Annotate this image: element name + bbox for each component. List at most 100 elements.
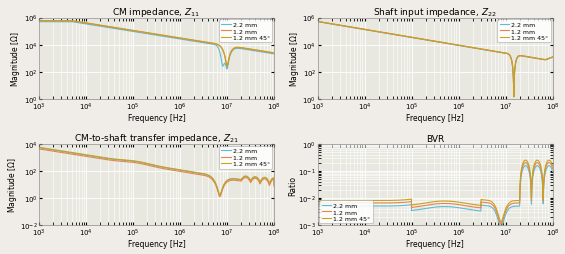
2.2 mm [404, 204, 411, 207]
1.2 mm [355, 202, 362, 205]
2.2 mm [76, 153, 83, 156]
Y-axis label: Ratio: Ratio [288, 175, 297, 195]
1.2 mm [224, 66, 231, 69]
1.2 mm [545, 58, 551, 61]
1.2 mm 45° [519, 163, 526, 166]
2.2 mm [224, 68, 231, 71]
2.2 mm [415, 208, 421, 211]
1.2 mm [519, 55, 526, 58]
1.2 mm 45° [271, 52, 277, 55]
2.2 mm [126, 160, 133, 163]
2.2 mm [63, 21, 69, 24]
1.2 mm [519, 165, 526, 168]
1.2 mm [415, 38, 421, 41]
X-axis label: Frequency [Hz]: Frequency [Hz] [128, 114, 185, 123]
Legend: 2.2 mm, 1.2 mm, 1.2 mm 45°: 2.2 mm, 1.2 mm, 1.2 mm 45° [497, 20, 551, 43]
1.2 mm [136, 162, 143, 165]
1.2 mm 45° [545, 160, 551, 163]
1.2 mm 45° [415, 38, 421, 41]
1.2 mm 45° [341, 25, 347, 28]
Y-axis label: Magnitude [$\Omega$]: Magnitude [$\Omega$] [10, 31, 23, 87]
2.2 mm [498, 226, 505, 229]
2.2 mm [341, 205, 347, 208]
Line: 1.2 mm: 1.2 mm [318, 22, 553, 97]
Line: 1.2 mm 45°: 1.2 mm 45° [39, 22, 274, 67]
Line: 2.2 mm: 2.2 mm [318, 23, 553, 98]
1.2 mm [241, 177, 247, 180]
1.2 mm 45° [76, 153, 83, 156]
Line: 1.2 mm 45°: 1.2 mm 45° [318, 161, 553, 222]
1.2 mm [63, 20, 69, 23]
X-axis label: Frequency [Hz]: Frequency [Hz] [128, 240, 185, 248]
1.2 mm 45° [404, 36, 411, 39]
Title: BVR: BVR [426, 134, 444, 143]
1.2 mm 45° [63, 20, 69, 23]
2.2 mm [241, 49, 247, 52]
2.2 mm [545, 58, 551, 61]
1.2 mm 45° [314, 21, 321, 24]
1.2 mm [136, 31, 143, 34]
1.2 mm [545, 162, 551, 165]
1.2 mm [341, 202, 347, 205]
1.2 mm [68, 20, 75, 23]
2.2 mm [271, 53, 277, 56]
1.2 mm 45° [68, 20, 75, 23]
1.2 mm [216, 195, 223, 198]
2.2 mm [415, 38, 421, 41]
1.2 mm 45° [522, 159, 529, 162]
2.2 mm [341, 26, 347, 29]
1.2 mm [126, 29, 133, 32]
1.2 mm 45° [266, 182, 273, 185]
1.2 mm [415, 205, 421, 208]
2.2 mm [355, 205, 362, 208]
1.2 mm [36, 148, 42, 151]
1.2 mm [241, 47, 247, 51]
1.2 mm 45° [136, 161, 143, 164]
2.2 mm [76, 22, 83, 25]
2.2 mm [314, 205, 321, 208]
1.2 mm 45° [404, 198, 411, 201]
1.2 mm [522, 162, 529, 165]
1.2 mm 45° [519, 55, 526, 58]
2.2 mm [216, 194, 223, 197]
1.2 mm 45° [271, 183, 277, 186]
2.2 mm [314, 21, 321, 24]
2.2 mm [136, 32, 143, 35]
1.2 mm [549, 167, 556, 170]
2.2 mm [510, 96, 517, 99]
1.2 mm [498, 223, 505, 226]
Title: CM impedance, $Z_{11}$: CM impedance, $Z_{11}$ [112, 6, 201, 19]
Legend: 2.2 mm, 1.2 mm, 1.2 mm 45°: 2.2 mm, 1.2 mm, 1.2 mm 45° [319, 201, 373, 224]
1.2 mm 45° [216, 194, 223, 197]
1.2 mm [63, 152, 69, 155]
2.2 mm [355, 28, 362, 31]
Legend: 2.2 mm, 1.2 mm, 1.2 mm 45°: 2.2 mm, 1.2 mm, 1.2 mm 45° [219, 20, 272, 43]
2.2 mm [36, 21, 42, 24]
Line: 1.2 mm: 1.2 mm [39, 149, 274, 197]
1.2 mm [36, 20, 42, 23]
2.2 mm [126, 30, 133, 33]
1.2 mm [126, 161, 133, 164]
2.2 mm [549, 170, 556, 173]
1.2 mm [266, 52, 273, 55]
2.2 mm [266, 52, 273, 55]
1.2 mm 45° [126, 159, 133, 162]
1.2 mm [271, 52, 277, 55]
X-axis label: Frequency [Hz]: Frequency [Hz] [406, 114, 464, 123]
2.2 mm [519, 55, 526, 58]
Line: 2.2 mm: 2.2 mm [39, 23, 274, 70]
Legend: 2.2 mm, 1.2 mm, 1.2 mm 45°: 2.2 mm, 1.2 mm, 1.2 mm 45° [219, 146, 272, 169]
1.2 mm 45° [549, 165, 556, 168]
1.2 mm 45° [241, 175, 247, 178]
Title: CM-to-shaft transfer impedance, $Z_{21}$: CM-to-shaft transfer impedance, $Z_{21}$ [74, 131, 239, 144]
1.2 mm 45° [266, 51, 273, 54]
Title: Shaft input impedance, $Z_{22}$: Shaft input impedance, $Z_{22}$ [373, 6, 497, 19]
2.2 mm [266, 183, 273, 186]
2.2 mm [549, 56, 556, 59]
1.2 mm [404, 36, 411, 39]
1.2 mm 45° [549, 56, 556, 59]
1.2 mm [355, 28, 362, 31]
Y-axis label: Magnitude [$\Omega$]: Magnitude [$\Omega$] [288, 31, 301, 87]
Line: 1.2 mm: 1.2 mm [318, 163, 553, 224]
1.2 mm 45° [545, 58, 551, 61]
